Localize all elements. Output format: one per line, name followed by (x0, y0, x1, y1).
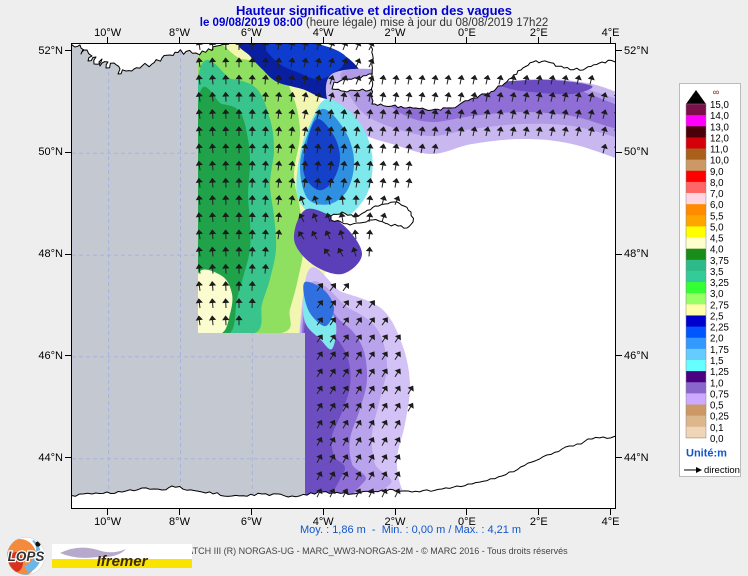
svg-text:1,0: 1,0 (710, 378, 724, 389)
svg-text:1,25: 1,25 (710, 367, 729, 378)
svg-text:3,25: 3,25 (710, 278, 729, 289)
svg-text:6,0: 6,0 (710, 200, 724, 211)
svg-text:5,0: 5,0 (710, 222, 724, 233)
svg-text:8,0: 8,0 (710, 178, 724, 189)
svg-text:7,0: 7,0 (710, 189, 724, 200)
svg-text:4,0: 4,0 (710, 245, 724, 256)
svg-text:3,75: 3,75 (710, 256, 729, 267)
svg-text:13,0: 13,0 (710, 122, 729, 133)
svg-text:2,25: 2,25 (710, 323, 729, 334)
svg-text:15,0: 15,0 (710, 100, 729, 111)
svg-text:LOPS: LOPS (8, 549, 45, 564)
svg-text:2,75: 2,75 (710, 300, 729, 311)
svg-text:11,0: 11,0 (710, 145, 729, 156)
svg-text:5,5: 5,5 (710, 211, 723, 222)
svg-text:3,5: 3,5 (710, 267, 723, 278)
svg-text:1,5: 1,5 (710, 356, 723, 367)
svg-text:∞: ∞ (713, 87, 719, 97)
svg-text:Unité:m: Unité:m (686, 447, 727, 459)
svg-text:direction: direction (704, 465, 740, 476)
svg-text:0,1: 0,1 (710, 423, 723, 434)
svg-text:2,0: 2,0 (710, 334, 724, 345)
svg-text:10,0: 10,0 (710, 156, 729, 167)
svg-text:0,0: 0,0 (710, 434, 724, 445)
svg-text:14,0: 14,0 (710, 111, 729, 122)
svg-text:0,75: 0,75 (710, 389, 729, 400)
svg-text:2,5: 2,5 (710, 311, 723, 322)
svg-text:4,5: 4,5 (710, 234, 723, 245)
svg-text:0,5: 0,5 (710, 401, 723, 412)
svg-text:1,75: 1,75 (710, 345, 729, 356)
svg-text:3,0: 3,0 (710, 289, 724, 300)
svg-text:0,25: 0,25 (710, 412, 729, 423)
svg-text:12,0: 12,0 (710, 133, 729, 144)
svg-text:Ifremer: Ifremer (97, 553, 149, 570)
svg-text:9,0: 9,0 (710, 167, 724, 178)
